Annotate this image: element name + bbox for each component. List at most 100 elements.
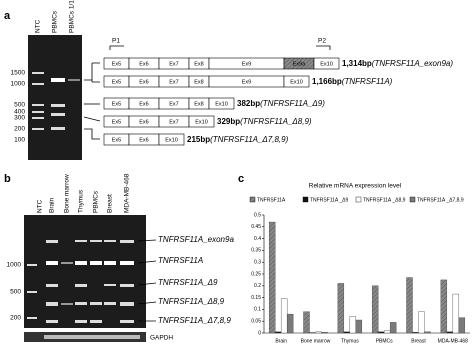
exon-box <box>208 97 235 110</box>
legend-label: TNFRSF11A <box>257 197 286 203</box>
ladder-label: 1500 <box>11 70 26 77</box>
lane-label: Thymus <box>78 189 85 213</box>
exon-box <box>188 115 215 128</box>
ladder-label: 200 <box>10 315 21 322</box>
y-tick-label: 0.2 <box>254 283 261 289</box>
bar <box>383 330 391 334</box>
x-tick-label: Thymus <box>341 338 359 344</box>
exon-label: Ex9 <box>242 79 251 85</box>
product-label: 329bp(TNFRSF11A_Δ8,9) <box>217 117 312 126</box>
legend-swatch <box>355 196 362 203</box>
legend-label: TNFRSF11A _Δ8,9 <box>363 197 406 203</box>
panel-label: b <box>4 173 11 185</box>
bar <box>268 221 276 334</box>
exon-label: Ex5 <box>112 101 121 107</box>
bar <box>412 332 419 334</box>
ladder-label: 1000 <box>7 262 22 269</box>
bracket <box>83 45 331 140</box>
exon-label: Ex6 <box>139 79 148 85</box>
product-name: (TNFRSF11A_Δ8,9) <box>240 117 312 126</box>
lane-label: NTC <box>35 19 42 33</box>
ladder-label: 1000 <box>11 81 26 88</box>
exon-label: Ex6 <box>139 61 148 67</box>
ladder-label: 400 <box>14 109 25 116</box>
exon-label: Ex10 <box>215 101 228 107</box>
primer-label: P1 <box>112 38 120 45</box>
primer-label: P2 <box>318 38 326 45</box>
lane-label: Brain <box>49 197 56 213</box>
exon-label: Ex5 <box>112 79 121 85</box>
bar <box>440 279 448 334</box>
ladder-label: 100 <box>14 137 25 144</box>
product-size: 215bp <box>187 135 210 144</box>
y-tick-label: 0.5 <box>254 212 261 218</box>
bar <box>321 332 328 334</box>
exon-box <box>283 75 310 88</box>
gel-bands <box>32 72 80 130</box>
exon-label: Ex9a <box>293 61 306 67</box>
product-label: TNFRSF11A_Δ8,9 <box>158 297 225 306</box>
gel-image <box>28 35 82 160</box>
exon-label: Ex5 <box>112 61 121 67</box>
y-tick-label: 0.1 <box>254 307 261 313</box>
bar <box>406 277 413 334</box>
legend-swatch <box>249 196 256 203</box>
panel-label: c <box>238 173 244 185</box>
y-tick-label: 0.3 <box>254 260 261 266</box>
product-label: TNFRSF11A_exon9a <box>158 235 234 244</box>
product-label: TNFRSF11A_Δ7,8,9 <box>158 316 231 325</box>
bar <box>377 331 385 334</box>
panel-label: a <box>4 10 11 22</box>
exon-label: Ex7 <box>169 119 178 125</box>
legend-swatch <box>302 196 309 203</box>
product-size: 382bp <box>237 99 260 108</box>
product-name: (TNFRSF11A_Δ9) <box>260 99 325 108</box>
bar <box>343 331 351 334</box>
legend-label: TNFRSF11A _Δ9 <box>310 197 348 203</box>
bar <box>424 331 431 334</box>
bar <box>452 293 460 334</box>
product-name: (TNFRSF11A) <box>342 77 393 86</box>
lane-label: PBMCs <box>93 190 100 213</box>
legend-swatch <box>409 196 416 203</box>
exon-label: Ex6 <box>139 119 148 125</box>
bar <box>349 316 357 334</box>
ladder-label: 500 <box>10 289 21 296</box>
x-tick-label: PBMCs <box>376 338 393 344</box>
exon-label: Ex10 <box>290 79 303 85</box>
product-label: TNFRSF11A_Δ9 <box>158 278 218 287</box>
y-tick-label: 0.15 <box>251 295 261 301</box>
exon-label: Ex6 <box>139 101 148 107</box>
ladder-label: 200 <box>14 126 25 133</box>
exon-label: Ex5 <box>112 137 121 143</box>
product-label: 1,314bp(TNFRSF11A_exon9a) <box>342 59 453 68</box>
gel-image <box>24 215 146 328</box>
lane-label: Bone marrow <box>64 174 71 213</box>
exon-label: Ex10 <box>165 137 178 143</box>
exon-label: Ex9 <box>242 61 251 67</box>
product-name: (TNFRSF11A_Δ7,8,9) <box>210 135 288 144</box>
exon-box <box>158 133 185 146</box>
x-tick-label: MDA-MB-468 <box>438 338 469 344</box>
lane-label: MDA-MB-468 <box>124 173 131 213</box>
x-tick-label: Brain <box>275 338 287 344</box>
bar <box>389 322 397 334</box>
product-name: (TNFRSF11A_exon9a) <box>372 59 454 68</box>
exon-label: Ex5 <box>112 119 121 125</box>
exon-label: Ex10 <box>195 119 208 125</box>
x-tick-label: Breast <box>411 338 426 344</box>
exon-label: Ex8 <box>194 79 203 85</box>
gel-bands <box>27 240 140 339</box>
y-tick-label: 0.05 <box>251 319 261 325</box>
exon-label: Ex7 <box>169 61 178 67</box>
lane-label: Breast <box>107 194 114 213</box>
product-size: 1,166bp <box>312 77 342 86</box>
bar <box>315 331 322 334</box>
y-tick-label: 0 <box>258 330 261 336</box>
exon-label: Ex7 <box>169 79 178 85</box>
bar <box>337 283 345 334</box>
exon-label: Ex8 <box>194 101 203 107</box>
bar <box>303 311 310 334</box>
arrow <box>137 239 157 322</box>
